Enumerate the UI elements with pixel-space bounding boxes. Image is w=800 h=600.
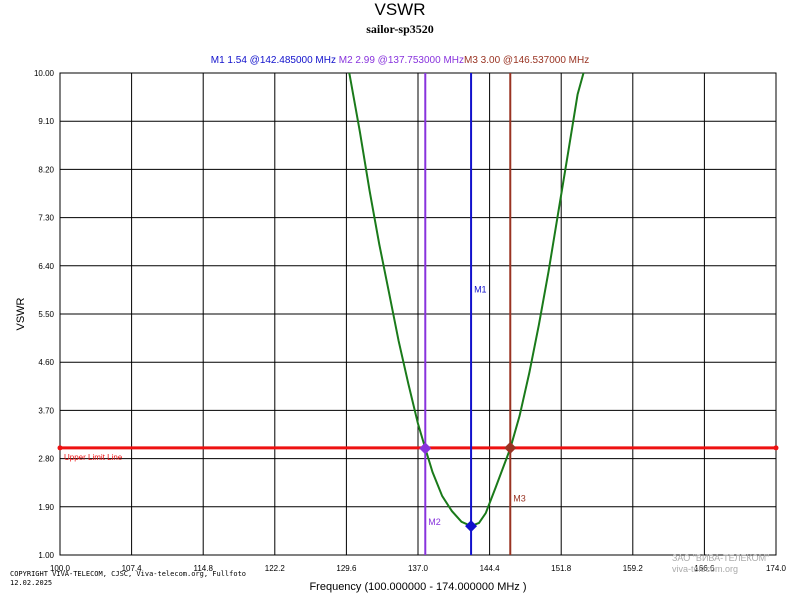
upper-limit: Upper Limit Line: [57, 445, 779, 462]
tick-labels: 100.0 107.4 114.8 122.2 129.6 137.0 144.4 151.8…: [34, 69, 787, 573]
x-tick-label: 107.4: [122, 564, 143, 573]
y-axis-label: VSWR: [15, 297, 27, 330]
chart-subtitle: sailor-sp3520: [366, 22, 434, 36]
marker-label-m1: M1: [474, 285, 487, 295]
vswr-curve: [348, 72, 585, 528]
y-tick-label: 3.70: [38, 406, 54, 415]
x-tick-label: 100.0: [50, 564, 71, 573]
y-tick-label: 1.90: [38, 503, 54, 512]
marker-label-m2: M2: [428, 517, 441, 527]
x-tick-label: 174.0: [766, 564, 787, 573]
copyright: COPYRIGHT VIVA-TELECOM, CJSC, Viva-telec…: [10, 570, 246, 588]
x-tick-label: 114.8: [193, 564, 213, 573]
marker-label-m3: M3: [513, 493, 526, 503]
y-tick-label: 6.40: [38, 262, 54, 271]
grid: [60, 73, 776, 555]
series: [348, 72, 585, 528]
upper-limit-endpoint: [773, 445, 779, 451]
copyright-date: 12.02.2025: [10, 579, 53, 587]
x-tick-label: 151.8: [551, 564, 572, 573]
chart-title: VSWR: [374, 0, 426, 19]
x-axis-label: Frequency (100.000000 - 174.000000 MHz ): [309, 581, 526, 593]
x-tick-label: 129.6: [336, 564, 357, 573]
x-tick-label: 159.2: [623, 564, 644, 573]
marker-points: M1 M2 M3: [419, 285, 526, 533]
y-tick-label: 5.50: [38, 310, 54, 319]
x-tick-label: 166.6: [694, 564, 715, 573]
y-tick-label: 1.00: [38, 551, 54, 560]
copyright-line: COPYRIGHT VIVA-TELECOM, CJSC, Viva-telec…: [10, 570, 247, 578]
y-tick-label: 10.00: [34, 69, 55, 78]
y-tick-label: 2.80: [38, 455, 54, 464]
marker-lines: [424, 73, 512, 555]
watermark-site: viva-telecom.org: [672, 564, 739, 574]
marker-readout-m2: M2 2.99 @137.753000 MHz: [338, 55, 464, 66]
marker-point-m1: [465, 520, 478, 533]
watermark: ЗАО "ВИВА-ТЕЛЕКОМ" viva-telecom.org: [672, 553, 769, 575]
upper-limit-label: Upper Limit Line: [64, 453, 123, 462]
watermark-company: ЗАО "ВИВА-ТЕЛЕКОМ": [672, 553, 770, 563]
marker-readout: M1 1.54 @142.485000 MHz M2 2.99 @137.753…: [0, 55, 800, 66]
x-tick-label: 144.4: [480, 564, 501, 573]
upper-limit-endpoint: [57, 445, 63, 451]
y-tick-label: 4.60: [38, 358, 54, 367]
x-tick-label: 122.2: [265, 564, 286, 573]
marker-readout-m3: M3 3.00 @146.537000 MHz: [464, 55, 590, 66]
x-tick-label: 137.0: [408, 564, 429, 573]
y-tick-label: 9.10: [38, 117, 54, 126]
marker-readout-m1: M1 1.54 @142.485000 MHz: [210, 55, 336, 66]
marker-point-m2: [419, 442, 432, 455]
y-tick-label: 8.20: [38, 165, 54, 174]
y-tick-label: 7.30: [38, 214, 54, 223]
marker-point-m3: [504, 441, 517, 454]
